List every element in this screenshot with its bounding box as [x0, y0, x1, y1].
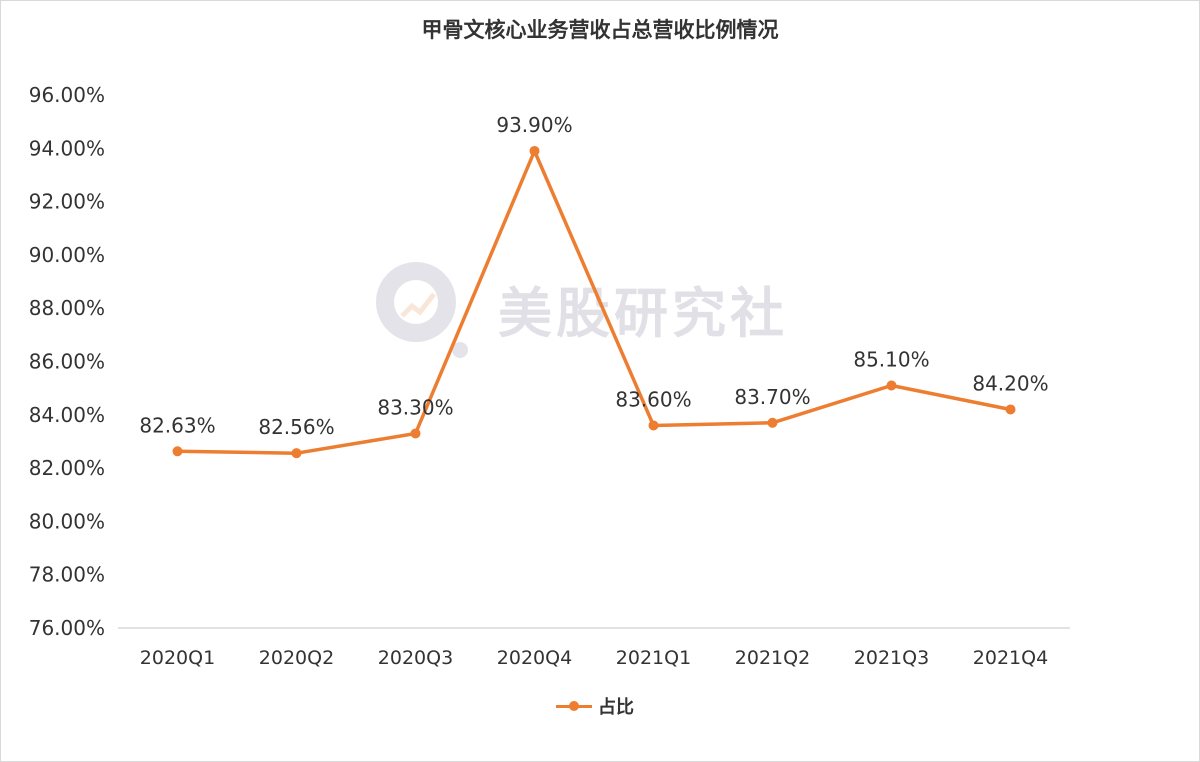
x-tick-label: 2020Q3 [378, 647, 453, 669]
x-tick-label: 2021Q3 [854, 647, 929, 669]
data-label: 83.30% [377, 395, 453, 419]
y-tick-label: 78.00% [29, 563, 105, 587]
x-tick-label: 2020Q2 [259, 647, 334, 669]
data-label: 85.10% [853, 347, 929, 371]
data-label: 93.90% [496, 113, 572, 137]
y-tick-label: 90.00% [29, 243, 105, 267]
data-point [529, 145, 540, 156]
data-label: 82.56% [258, 415, 334, 439]
x-tick-label: 2021Q4 [973, 647, 1048, 669]
data-point [886, 380, 897, 391]
y-tick-label: 96.00% [29, 83, 105, 107]
chart-title: 甲骨文核心业务营收占总营收比例情况 [421, 18, 779, 42]
legend: 占比 [556, 694, 634, 718]
y-tick-label: 86.00% [29, 350, 105, 374]
data-point [648, 420, 659, 431]
data-point [291, 448, 302, 459]
y-tick-label: 76.00% [29, 616, 105, 640]
y-axis: 76.00% 78.00% 80.00% 82.00% 84.00% 86.00% 88.0… [29, 83, 105, 640]
magnifier-chart-logo-icon [372, 258, 472, 358]
data-label-group: 82.63% 82.56% 83.30% 93.90% 83.60% 83.70% 85.1… [139, 113, 1048, 439]
x-tick-label: 2020Q1 [140, 647, 215, 669]
y-tick-label: 92.00% [29, 190, 105, 214]
y-tick-label: 80.00% [29, 509, 105, 533]
x-tick-label: 2021Q2 [735, 647, 810, 669]
legend-line-marker-icon [556, 696, 592, 716]
series-line [177, 149, 1011, 455]
x-tick-label: 2020Q4 [497, 647, 572, 669]
watermark: 美股研究社 [372, 258, 788, 358]
x-tick-label: 2021Q1 [616, 647, 691, 669]
y-tick-label: 94.00% [29, 136, 105, 160]
y-tick-label: 82.00% [29, 456, 105, 480]
watermark-text: 美股研究社 [498, 281, 788, 345]
y-tick-label: 84.00% [29, 403, 105, 427]
data-label: 82.63% [139, 413, 215, 437]
x-axis: 2020Q1 2020Q2 2020Q3 2020Q4 2021Q1 2021Q2 2021… [140, 647, 1048, 669]
data-point [172, 446, 183, 457]
data-label: 83.60% [615, 387, 691, 411]
data-point [1005, 404, 1016, 415]
series-line-group [172, 145, 1016, 459]
data-label: 83.70% [734, 385, 810, 409]
data-point [767, 417, 778, 428]
data-point [410, 428, 421, 439]
y-tick-label: 88.00% [29, 296, 105, 320]
data-label: 84.20% [972, 371, 1048, 395]
legend-label: 占比 [598, 697, 634, 718]
